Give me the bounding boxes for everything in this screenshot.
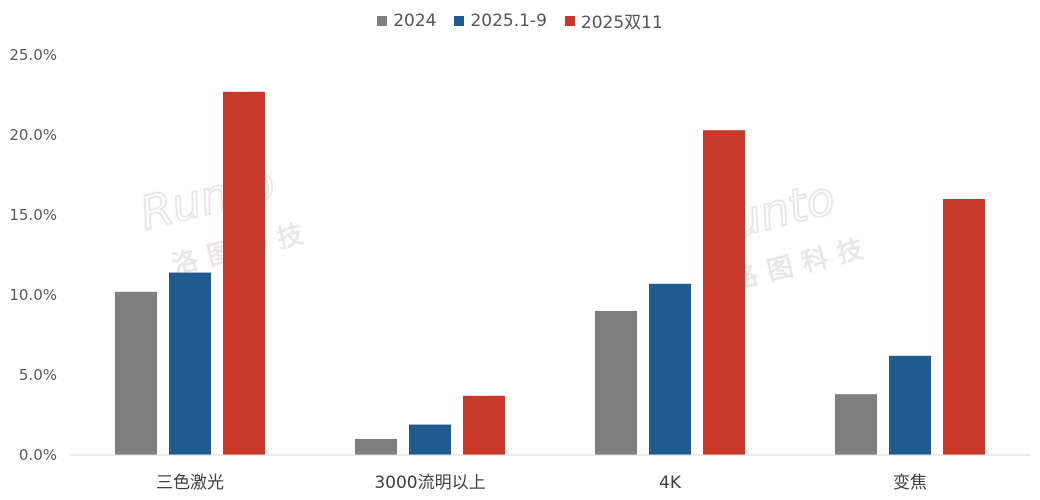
bar — [355, 439, 397, 455]
x-tick-label: 变焦 — [893, 473, 927, 493]
bar — [463, 395, 505, 455]
bars — [115, 91, 985, 456]
bar — [703, 130, 745, 455]
bar — [223, 91, 265, 456]
y-tick-label: 5.0% — [19, 366, 57, 384]
y-tick-label: 25.0% — [9, 46, 57, 64]
bar — [169, 272, 211, 455]
bar — [649, 283, 691, 455]
bar — [115, 291, 157, 455]
bar — [889, 355, 931, 455]
x-tick-label: 3000流明以上 — [374, 473, 485, 493]
legend: 2024 2025.1-9 2025双11 — [0, 8, 1040, 33]
bar — [835, 394, 877, 455]
bar — [595, 311, 637, 455]
x-tick-label: 4K — [659, 473, 682, 493]
y-tick-label: 10.0% — [9, 286, 57, 304]
y-tick-label: 0.0% — [19, 446, 57, 464]
x-axis: 三色激光 3000流明以上 4K 变焦 — [70, 454, 1030, 493]
legend-label-2025-1-9: 2025.1-9 — [470, 10, 547, 31]
y-tick-label: 15.0% — [9, 206, 57, 224]
legend-label-2024: 2024 — [393, 10, 437, 31]
legend-item-2024: 2024 — [377, 8, 436, 33]
bar — [409, 424, 451, 455]
legend-swatch-2025-double11 — [564, 15, 575, 26]
legend-swatch-2024 — [377, 15, 388, 26]
y-axis: 0.0% 5.0% 10.0% 15.0% 20.0% 25.0% — [9, 46, 57, 464]
x-tick-label: 三色激光 — [156, 473, 224, 493]
legend-item-2025-double11: 2025双11 — [564, 8, 663, 33]
legend-swatch-2025-1-9 — [454, 15, 465, 26]
bar — [943, 199, 985, 455]
legend-label-2025-double11: 2025双11 — [580, 13, 663, 33]
legend-item-2025-1-9: 2025.1-9 — [454, 8, 547, 33]
y-tick-label: 20.0% — [9, 126, 57, 144]
